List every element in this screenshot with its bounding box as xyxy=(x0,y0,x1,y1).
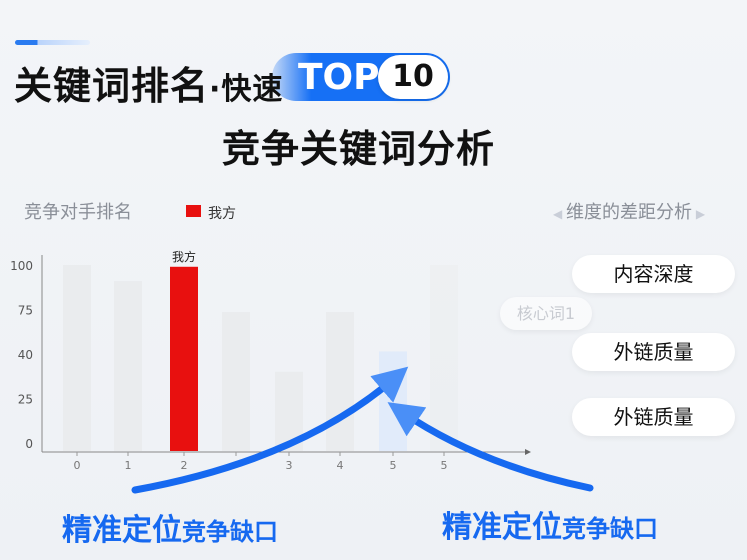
bottom-caption-right: 精准定位竞争缺口 xyxy=(442,502,658,546)
bottom-caption-left: 精准定位竞争缺口 xyxy=(62,505,278,549)
x-tick-label: 5 xyxy=(390,459,397,472)
dimension-content-depth: 内容深度 xyxy=(572,255,735,293)
bar xyxy=(114,281,142,451)
caption-right-bold: 精准定位 xyxy=(442,510,562,545)
caption-right-small: 竞争缺口 xyxy=(562,515,658,543)
x-tick-label: 0 xyxy=(74,459,81,472)
x-tick-label: 1 xyxy=(125,459,132,472)
x-tick-label: 5 xyxy=(441,459,448,472)
x-tick-label: 2 xyxy=(181,459,188,472)
caret-right-icon: ▶ xyxy=(692,207,706,221)
x-axis-arrow-icon xyxy=(525,449,531,455)
side-panel-title: 维度的差距分析 xyxy=(566,202,693,223)
dimension-backlink-quality: 外链质量 xyxy=(572,333,735,371)
arrow-right-icon xyxy=(387,402,594,492)
caption-left-bold: 精准定位 xyxy=(62,513,182,548)
bar xyxy=(326,312,354,451)
bar xyxy=(430,265,458,451)
page-title: 关键词排名·快速 xyxy=(14,55,283,110)
y-tick-label: 40 xyxy=(18,348,33,362)
legend-swatch xyxy=(186,205,201,217)
dimension-core-keyword: 核心词1 xyxy=(500,297,592,330)
x-tick-label: 4 xyxy=(337,459,344,472)
y-tick-label: 0 xyxy=(25,437,33,451)
bar xyxy=(222,312,250,451)
legend-label: 我方 xyxy=(208,206,236,222)
y-tick-label: 100 xyxy=(10,259,33,273)
data-label: 我方 xyxy=(172,249,196,264)
title-fast: ·快速 xyxy=(209,72,284,107)
y-tick-label: 25 xyxy=(18,393,33,407)
top-label: TOP xyxy=(298,57,380,98)
top-number: 10 xyxy=(378,55,448,99)
caption-left-small: 竞争缺口 xyxy=(182,518,278,546)
page-subtitle: 竞争关键词分析 xyxy=(222,127,496,171)
dimension-backlink-quality-2: 外链质量 xyxy=(572,398,735,436)
arrow-left-icon xyxy=(131,366,409,494)
title-main: 关键词排名 xyxy=(14,64,210,108)
bar-own xyxy=(170,266,198,451)
chart-label: 竞争对手排名 xyxy=(24,202,132,223)
y-tick-label: 75 xyxy=(18,304,33,318)
bar xyxy=(63,265,91,451)
accent-bar xyxy=(15,40,90,45)
x-tick-label: 3 xyxy=(286,459,293,472)
side-panel-label: ◀ 维度的差距分析 ▶ xyxy=(553,198,705,224)
caret-left-icon: ◀ xyxy=(553,207,567,221)
